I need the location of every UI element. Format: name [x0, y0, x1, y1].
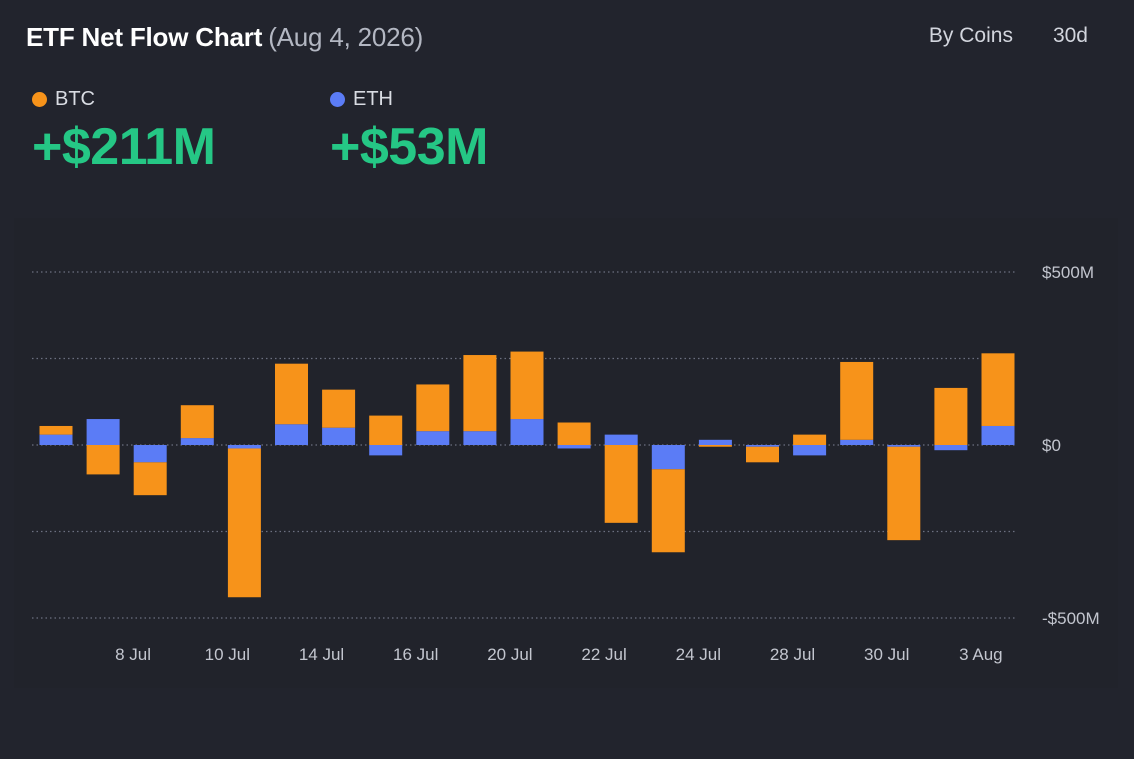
- btc-bar: [275, 363, 308, 425]
- eth-bar: [934, 445, 968, 451]
- net-flow-bar-chart: $500M $0 -$500M 8 Jul 10 Jul 14 Jul 16 Jul 20 J…: [32, 263, 1100, 664]
- eth-bar: [369, 445, 403, 456]
- eth-bar: [416, 431, 450, 445]
- btc-label: BTC: [55, 88, 95, 110]
- eth-bar: [463, 431, 497, 445]
- y-tick-label: $500M: [1042, 263, 1094, 282]
- btc-dot-icon: [32, 92, 47, 107]
- by-coins-toggle[interactable]: By Coins: [928, 24, 1013, 47]
- btc-bar: [698, 445, 732, 447]
- eth-bar: [39, 434, 73, 445]
- eth-bar: [981, 425, 1015, 445]
- x-tick-label: 24 Jul: [676, 645, 721, 664]
- btc-bar: [510, 351, 544, 420]
- btc-bar: [180, 405, 214, 439]
- eth-bar: [604, 434, 638, 445]
- eth-bar: [322, 427, 356, 445]
- btc-bar: [793, 434, 827, 445]
- btc-net-flow-value: +$211M: [32, 118, 216, 176]
- chart-controls: By Coins 30d: [929, 24, 1088, 48]
- btc-bar: [463, 355, 497, 432]
- eth-label: ETH: [353, 88, 393, 110]
- x-tick-label: 10 Jul: [205, 645, 250, 664]
- btc-bar: [981, 353, 1015, 426]
- btc-bar: [651, 469, 685, 553]
- eth-bar: [275, 424, 308, 445]
- eth-bar: [746, 445, 779, 447]
- title-date: (Aug 4, 2026): [268, 22, 424, 52]
- btc-bar: [604, 445, 638, 523]
- x-tick-label: 8 Jul: [115, 645, 151, 664]
- btc-bar: [746, 446, 779, 463]
- x-tick-label: 28 Jul: [770, 645, 815, 664]
- eth-bar: [180, 438, 214, 445]
- btc-bar: [887, 446, 921, 541]
- eth-summary: ETH +$53M: [330, 88, 590, 177]
- x-tick-label: 14 Jul: [299, 645, 344, 664]
- btc-bar: [369, 415, 403, 445]
- chart-header: ETF Net Flow Chart (Aug 4, 2026) By Coins…: [26, 22, 1106, 56]
- eth-bar: [698, 439, 732, 445]
- eth-bar: [227, 445, 261, 449]
- btc-bar: [133, 462, 167, 496]
- page-title: ETF Net Flow Chart (Aug 4, 2026): [26, 22, 423, 53]
- y-tick-label: -$500M: [1042, 609, 1100, 628]
- btc-bar: [322, 389, 356, 428]
- eth-bar: [133, 445, 167, 463]
- x-tick-label: 22 Jul: [581, 645, 626, 664]
- eth-bar: [793, 445, 827, 456]
- btc-bar: [840, 361, 874, 440]
- x-tick-label: 3 Aug: [959, 645, 1003, 664]
- btc-bar: [416, 384, 450, 432]
- eth-net-flow-value: +$53M: [330, 118, 488, 176]
- eth-dot-icon: [330, 92, 345, 107]
- x-tick-label: 30 Jul: [864, 645, 909, 664]
- eth-bar: [86, 419, 120, 445]
- x-tick-label: 16 Jul: [393, 645, 438, 664]
- y-tick-label: $0: [1042, 436, 1061, 455]
- eth-bar: [840, 439, 874, 445]
- eth-bar: [887, 445, 921, 447]
- btc-bar: [227, 448, 261, 598]
- title-text: ETF Net Flow Chart: [26, 22, 263, 52]
- eth-bar: [651, 445, 685, 470]
- chart-panel: $500M $0 -$500M 8 Jul 10 Jul 14 Jul 16 Jul 20 J…: [14, 218, 1118, 688]
- eth-bar: [557, 445, 591, 449]
- x-tick-label: 20 Jul: [487, 645, 532, 664]
- btc-bar: [934, 387, 968, 445]
- btc-bar: [557, 422, 591, 445]
- btc-bar: [86, 445, 120, 475]
- btc-bar: [39, 425, 73, 435]
- eth-bar: [510, 419, 544, 445]
- btc-summary: BTC +$211M: [32, 88, 292, 177]
- timeframe-30d-button[interactable]: 30d: [1052, 24, 1088, 47]
